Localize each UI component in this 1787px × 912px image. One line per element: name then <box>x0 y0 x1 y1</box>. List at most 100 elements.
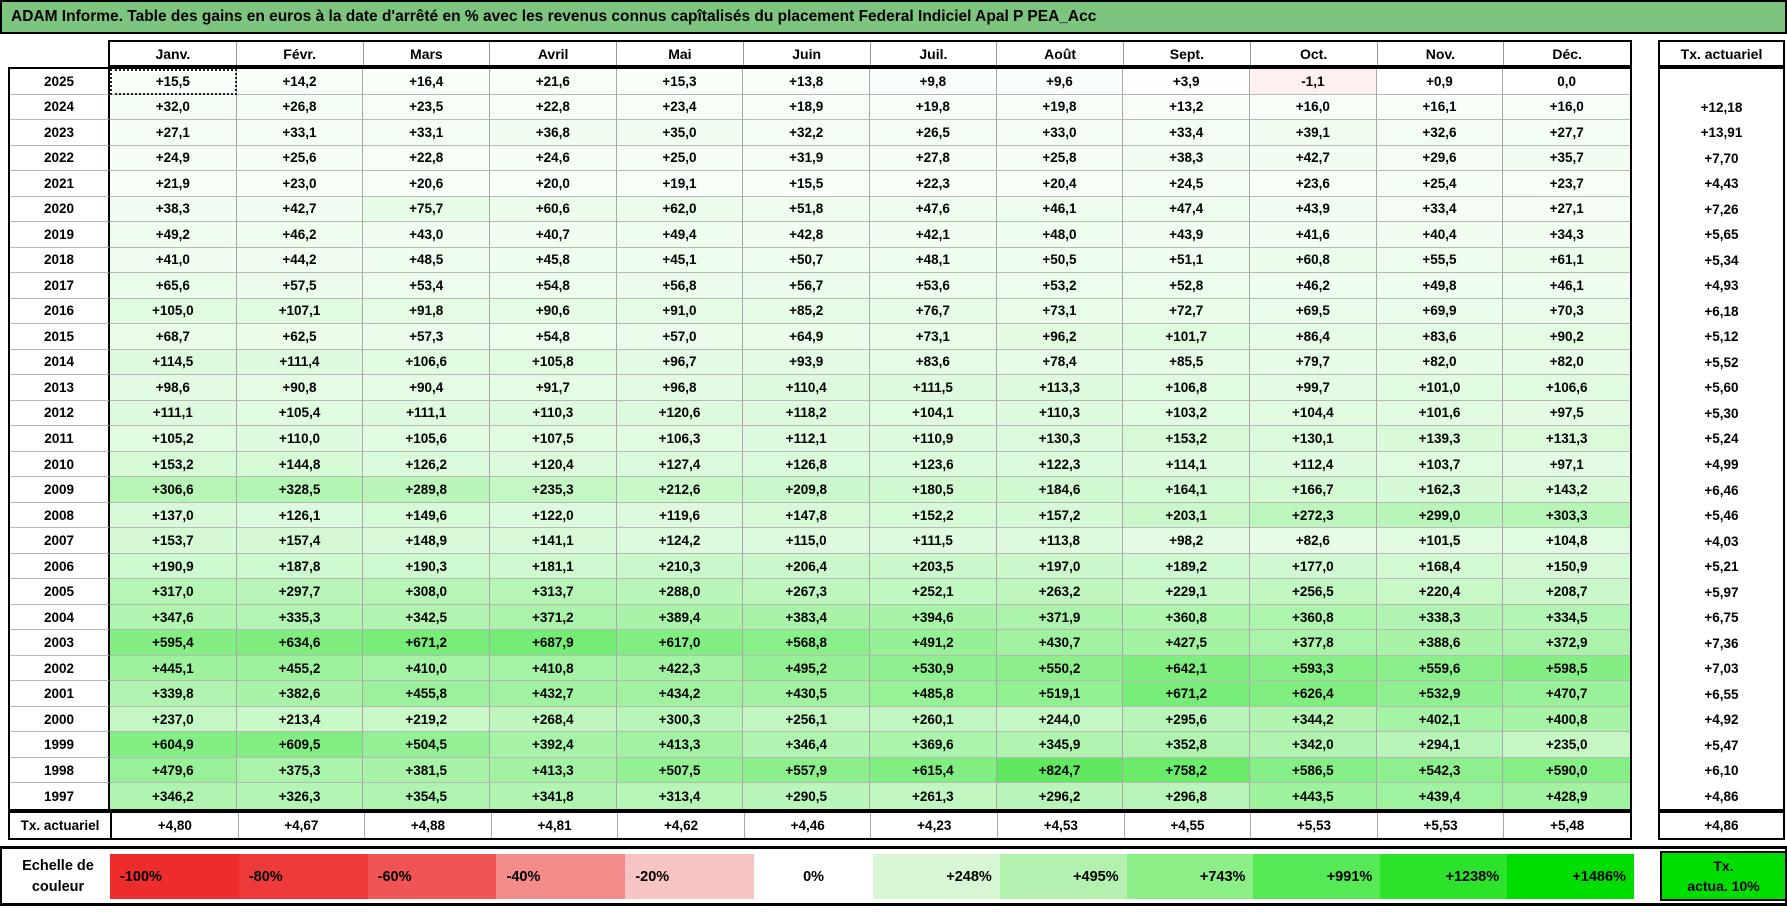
gain-cell[interactable]: +430,5 <box>743 681 870 707</box>
gain-cell[interactable]: +344,2 <box>1249 706 1377 733</box>
gain-cell[interactable]: +120,4 <box>489 451 617 478</box>
gain-cell[interactable]: +76,7 <box>869 298 997 325</box>
gain-cell[interactable]: +43,9 <box>1123 222 1250 248</box>
gain-cell[interactable]: +479,6 <box>110 757 237 784</box>
gain-cell[interactable]: +112,4 <box>1249 451 1377 478</box>
gain-cell[interactable]: +434,2 <box>616 681 744 707</box>
gain-cell[interactable]: +111,4 <box>236 349 364 376</box>
gain-cell[interactable]: +43,9 <box>1249 196 1377 223</box>
gain-cell[interactable]: +85,2 <box>743 298 870 325</box>
gain-cell[interactable]: +123,6 <box>869 451 997 478</box>
gain-cell[interactable]: +297,7 <box>236 579 364 605</box>
gain-cell[interactable]: +96,8 <box>616 375 744 401</box>
gain-cell[interactable]: +25,8 <box>996 145 1124 172</box>
gain-cell[interactable]: +256,5 <box>1249 579 1377 605</box>
gain-cell[interactable]: +671,2 <box>363 630 490 656</box>
gain-cell[interactable]: +15,5 <box>743 171 870 197</box>
gain-cell[interactable]: +394,6 <box>869 604 997 631</box>
gain-cell[interactable]: +32,2 <box>743 120 870 146</box>
gain-cell[interactable]: +604,9 <box>110 732 237 758</box>
gain-cell[interactable]: +26,5 <box>869 120 997 146</box>
gain-cell[interactable]: +126,2 <box>363 451 490 478</box>
gain-cell[interactable]: +532,9 <box>1376 681 1504 707</box>
gain-cell[interactable]: +824,7 <box>996 757 1124 784</box>
gain-cell[interactable]: +491,2 <box>869 630 997 656</box>
gain-cell[interactable]: +83,6 <box>1376 324 1504 350</box>
gain-cell[interactable]: +126,1 <box>236 502 364 529</box>
gain-cell[interactable]: +220,4 <box>1376 579 1504 605</box>
gain-cell[interactable]: +91,8 <box>363 298 490 325</box>
gain-cell[interactable]: +101,6 <box>1376 400 1504 427</box>
gain-cell[interactable]: +23,4 <box>616 94 744 121</box>
gain-cell[interactable]: +16,4 <box>363 69 490 95</box>
gain-cell[interactable]: +16,0 <box>1503 94 1630 121</box>
gain-cell[interactable]: +290,5 <box>743 783 870 809</box>
gain-cell[interactable]: +402,1 <box>1376 706 1504 733</box>
gain-cell[interactable]: +97,5 <box>1503 400 1630 427</box>
monthly-tx-value[interactable]: +5,48 <box>1550 818 1585 833</box>
gain-cell[interactable]: +131,3 <box>1503 426 1630 452</box>
gain-cell[interactable]: +410,8 <box>489 655 617 682</box>
gain-cell[interactable]: +153,2 <box>110 451 237 478</box>
gain-cell[interactable]: +642,1 <box>1123 655 1250 682</box>
gain-cell[interactable]: +42,1 <box>869 222 997 248</box>
gain-cell[interactable]: +557,9 <box>743 757 870 784</box>
gain-cell[interactable]: +111,1 <box>110 400 237 427</box>
gain-cell[interactable]: +49,2 <box>110 222 237 248</box>
gain-cell[interactable]: +137,0 <box>110 502 237 529</box>
gain-cell[interactable]: +130,3 <box>996 426 1124 452</box>
gain-cell[interactable]: +103,2 <box>1123 400 1250 427</box>
gain-cell[interactable]: +203,1 <box>1123 502 1250 529</box>
gain-cell[interactable]: +73,1 <box>996 298 1124 325</box>
gain-cell[interactable]: +422,3 <box>616 655 744 682</box>
gain-cell[interactable]: +62,0 <box>616 196 744 223</box>
gain-cell[interactable]: +430,7 <box>996 630 1124 656</box>
gain-cell[interactable]: +42,7 <box>236 196 364 223</box>
gain-cell[interactable]: +164,1 <box>1123 477 1250 503</box>
gain-cell[interactable]: +110,3 <box>489 400 617 427</box>
gain-cell[interactable]: +110,3 <box>996 400 1124 427</box>
gain-cell[interactable]: +595,4 <box>110 630 237 656</box>
gain-cell[interactable]: +213,4 <box>236 706 364 733</box>
monthly-tx-value[interactable]: +5,53 <box>1251 813 1378 838</box>
tx-actuariel-value[interactable]: +6,55 <box>1704 686 1739 702</box>
gain-cell[interactable]: +615,4 <box>869 757 997 784</box>
gain-cell[interactable]: +110,0 <box>236 426 364 452</box>
gain-cell[interactable]: +313,4 <box>616 783 744 809</box>
gain-cell[interactable]: +190,9 <box>110 553 237 580</box>
gain-cell[interactable]: +177,0 <box>1249 553 1377 580</box>
gain-cell[interactable]: +313,7 <box>489 579 617 605</box>
gain-cell[interactable]: +105,4 <box>236 400 364 427</box>
gain-cell[interactable]: +34,3 <box>1503 222 1630 248</box>
gain-cell[interactable]: +445,1 <box>110 655 237 682</box>
gain-cell[interactable]: +203,5 <box>869 553 997 580</box>
gain-cell[interactable]: 0,0 <box>1503 69 1630 95</box>
gain-cell[interactable]: +360,8 <box>1249 604 1377 631</box>
gain-cell[interactable]: +20,0 <box>489 171 617 197</box>
gain-cell[interactable]: +237,0 <box>110 706 237 733</box>
tx-actuariel-value[interactable]: +5,47 <box>1704 737 1739 753</box>
gain-cell[interactable]: +381,5 <box>363 757 490 784</box>
gain-cell[interactable]: +23,5 <box>363 94 490 121</box>
gain-cell[interactable]: +9,8 <box>869 69 997 95</box>
gain-cell[interactable]: +82,0 <box>1376 349 1504 376</box>
gain-cell[interactable]: +99,7 <box>1249 375 1377 401</box>
monthly-tx-value[interactable]: +5,53 <box>1378 813 1505 838</box>
gain-cell[interactable]: +90,4 <box>363 375 490 401</box>
gain-cell[interactable]: +106,6 <box>363 349 490 376</box>
gain-cell[interactable]: +22,3 <box>869 171 997 197</box>
gain-cell[interactable]: +55,5 <box>1376 247 1504 274</box>
monthly-tx-value[interactable]: +4,23 <box>871 813 999 838</box>
gain-cell[interactable]: +180,5 <box>869 477 997 503</box>
gain-cell[interactable]: +16,1 <box>1376 94 1504 121</box>
gain-cell[interactable]: +530,9 <box>869 655 997 682</box>
gain-cell[interactable]: +455,8 <box>363 681 490 707</box>
gain-cell[interactable]: +114,5 <box>110 349 237 376</box>
tx-actuariel-value[interactable]: +4,92 <box>1704 712 1739 728</box>
gain-cell[interactable]: +54,8 <box>489 273 617 299</box>
gain-cell[interactable]: +428,9 <box>1503 783 1630 809</box>
tx-actuariel-value[interactable]: +5,24 <box>1704 431 1739 447</box>
gain-cell[interactable]: +352,8 <box>1123 732 1250 758</box>
gain-cell[interactable]: +209,8 <box>743 477 870 503</box>
gain-cell[interactable]: +49,8 <box>1376 273 1504 299</box>
